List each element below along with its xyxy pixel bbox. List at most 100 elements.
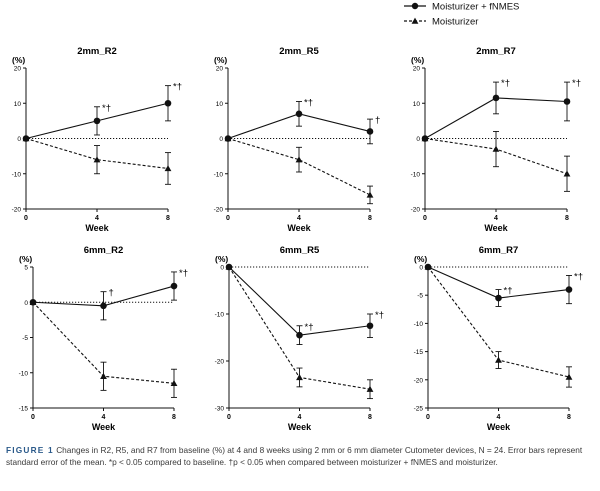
data-point-triangle <box>164 165 172 172</box>
figure-canvas: Moisturizer + fNMES Moisturizer 2mm_R2 (%)… <box>12 2 583 433</box>
data-point-triangle <box>93 156 101 163</box>
y-tick-label: -10 <box>215 312 225 319</box>
data-point-circle <box>170 282 178 290</box>
caption-text: Changes in R2, R5, and R7 from baseline … <box>6 445 583 467</box>
series-line-moisturizer <box>25 137 169 170</box>
x-tick-label: 0 <box>426 414 430 421</box>
x-tick-label: 4 <box>297 215 301 222</box>
y-tick-label: -5 <box>417 293 423 300</box>
y-tick-label: -20 <box>215 359 225 366</box>
data-point-circle <box>164 99 172 107</box>
x-tick-label: 4 <box>102 414 106 421</box>
panel-title: 6mm_R2 <box>84 245 124 256</box>
panel-title: 2mm_R7 <box>476 46 516 57</box>
y-tick-label: -25 <box>414 406 424 413</box>
legend-label-1: Moisturizer <box>432 17 478 28</box>
data-point-circle <box>296 331 303 339</box>
y-tick-label: -15 <box>19 406 29 413</box>
legend-label-0: Moisturizer + fNMES <box>432 2 519 13</box>
legend-marker-circle <box>411 2 419 10</box>
x-axis-label: Week <box>287 223 311 233</box>
y-tick-label: -20 <box>12 207 22 214</box>
y-axis-label: (%) <box>12 55 25 65</box>
y-tick-label: 20 <box>216 66 224 73</box>
significance-label: *† <box>102 103 111 114</box>
significance-label: *† <box>305 322 314 333</box>
x-axis-label: Week <box>487 422 511 432</box>
x-axis-label: Week <box>92 422 116 432</box>
data-point-triangle <box>296 374 303 381</box>
data-point-triangle <box>29 298 37 305</box>
x-tick-label: 0 <box>226 215 230 222</box>
data-point-circle <box>295 110 303 118</box>
y-axis-label: (%) <box>414 254 427 264</box>
caption-label: FIGURE 1 <box>6 445 54 455</box>
y-tick-label: 5 <box>24 265 28 272</box>
y-axis-label: (%) <box>214 55 227 65</box>
y-tick-label: 0 <box>419 265 423 272</box>
panel-title: 6mm_R5 <box>280 245 320 256</box>
x-tick-label: 8 <box>567 414 571 421</box>
y-tick-label: -20 <box>214 207 224 214</box>
y-axis-label: (%) <box>19 254 32 264</box>
x-axis-label: Week <box>484 223 508 233</box>
data-point-triangle <box>492 145 500 152</box>
data-point-triangle <box>366 385 374 392</box>
significance-label: *† <box>173 82 182 93</box>
y-tick-label: 10 <box>14 101 22 108</box>
y-axis-label: (%) <box>411 55 424 65</box>
series-line-moisturizer <box>227 137 371 196</box>
significance-label: † <box>109 288 114 299</box>
x-tick-label: 4 <box>298 414 302 421</box>
data-point-triangle <box>225 263 233 270</box>
x-axis-label: Week <box>288 422 312 432</box>
y-tick-label: 20 <box>413 66 421 73</box>
significance-label: *† <box>572 78 581 89</box>
x-tick-label: 8 <box>368 215 372 222</box>
y-tick-label: -20 <box>414 377 424 384</box>
significance-label: *† <box>375 310 384 321</box>
data-point-triangle <box>565 373 573 380</box>
significance-label: *† <box>504 286 513 297</box>
data-point-triangle <box>495 356 502 363</box>
significance-label: *† <box>501 78 510 89</box>
data-point-triangle <box>170 379 178 387</box>
data-point-circle <box>492 94 500 102</box>
x-axis-label: Week <box>85 223 109 233</box>
legend: Moisturizer + fNMES Moisturizer <box>404 2 519 28</box>
x-tick-label: 4 <box>494 215 498 222</box>
x-tick-label: 4 <box>497 414 501 421</box>
y-tick-label: -5 <box>22 335 28 342</box>
x-tick-label: 8 <box>172 414 176 421</box>
y-tick-label: -15 <box>414 349 424 356</box>
data-point-circle <box>563 98 571 105</box>
data-point-circle <box>366 322 374 330</box>
x-tick-label: 8 <box>368 414 372 421</box>
y-tick-label: 0 <box>416 136 420 143</box>
y-tick-label: 20 <box>14 66 22 73</box>
panel-title: 6mm_R7 <box>479 245 519 256</box>
x-tick-label: 8 <box>166 215 170 222</box>
panel-title: 2mm_R2 <box>77 46 117 57</box>
y-tick-label: 0 <box>24 300 28 307</box>
x-tick-label: 8 <box>565 215 569 222</box>
figure-caption: FIGURE 1 Changes in R2, R5, and R7 from … <box>6 444 594 468</box>
y-tick-label: -10 <box>414 321 424 328</box>
y-tick-label: -10 <box>411 171 421 178</box>
data-point-triangle <box>22 135 30 142</box>
data-point-circle <box>100 302 107 310</box>
x-tick-label: 0 <box>31 414 35 421</box>
y-axis-label: (%) <box>215 254 228 264</box>
y-tick-label: -10 <box>19 370 29 377</box>
data-point-triangle <box>421 135 429 142</box>
significance-label: *† <box>574 271 583 282</box>
x-tick-label: 0 <box>24 215 28 222</box>
x-tick-label: 4 <box>95 215 99 222</box>
data-point-triangle <box>224 135 232 142</box>
data-point-triangle <box>295 156 303 163</box>
data-point-circle <box>366 128 374 135</box>
y-tick-label: -10 <box>12 171 22 178</box>
